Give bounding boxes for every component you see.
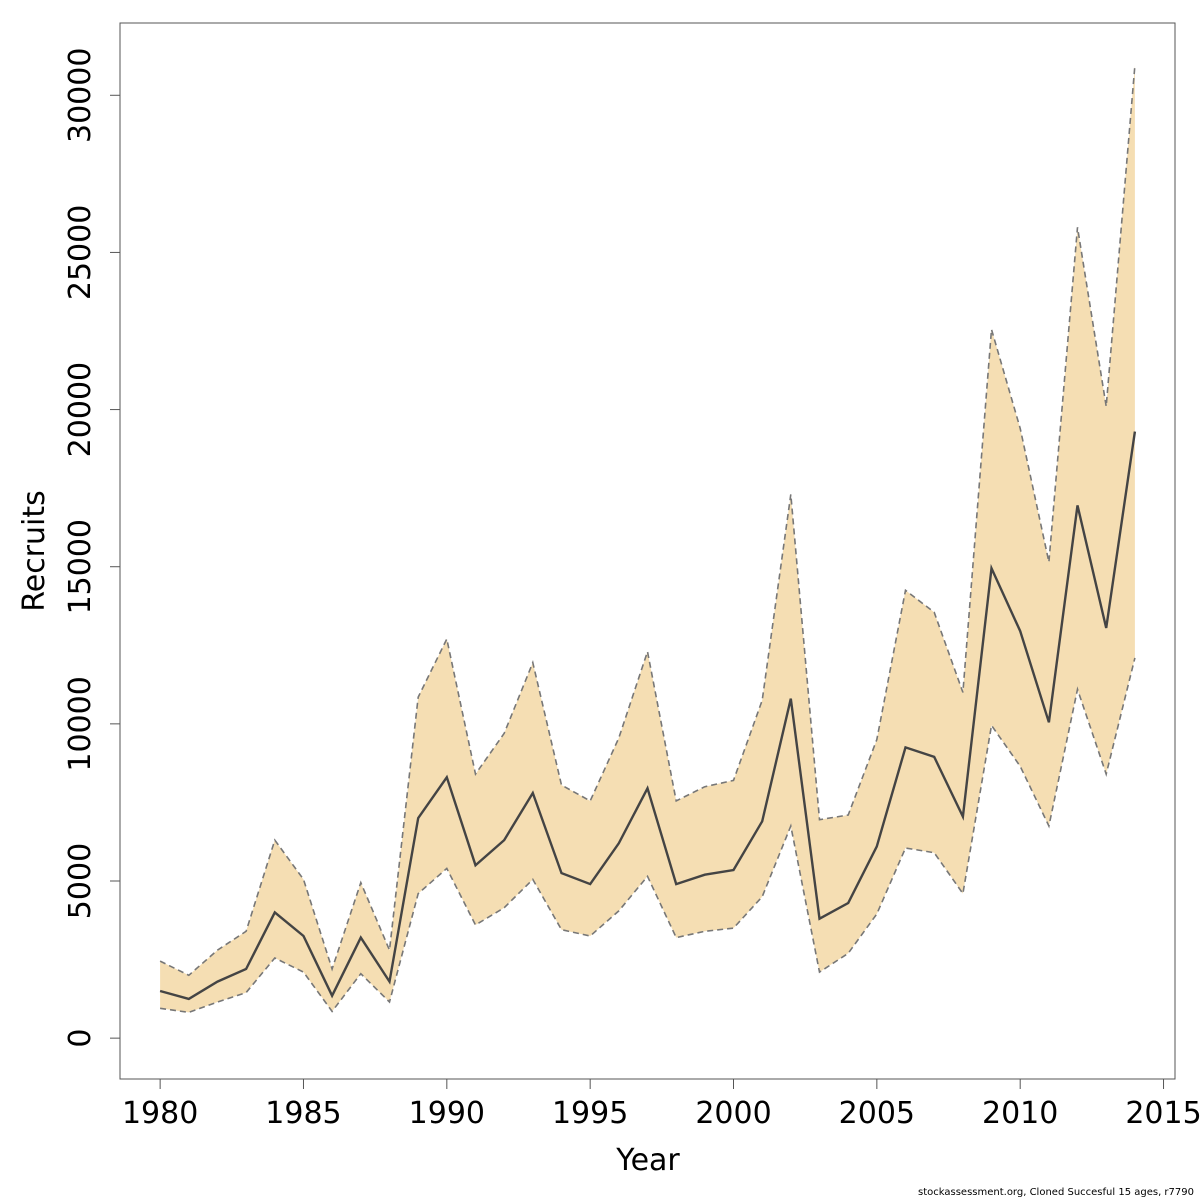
y-tick-label: 25000 (63, 205, 98, 300)
x-tick-label: 2000 (695, 1096, 771, 1131)
x-tick-label: 1990 (409, 1096, 485, 1131)
lower-bound-line (159, 657, 1136, 1014)
y-axis: 0 5000 10000 15000 20000 25000 30000 (63, 48, 121, 1048)
x-tick-label: 2005 (839, 1096, 915, 1131)
y-axis-title: Recruits (17, 490, 52, 612)
x-tick-label: 1980 (122, 1096, 198, 1131)
y-tick-label: 15000 (63, 519, 98, 614)
estimate-line (159, 431, 1137, 1001)
series-lines (159, 65, 1137, 1014)
x-tick-label: 2015 (1125, 1096, 1200, 1131)
x-axis: 1980 1985 1990 1995 2000 2005 2010 2015 (122, 1078, 1200, 1131)
y-tick-label: 20000 (63, 362, 98, 457)
confidence-band-area (160, 65, 1135, 1013)
x-axis-title: Year (615, 1143, 680, 1178)
y-tick-label: 10000 (63, 676, 98, 771)
footer-credit: stockassessment.org, Cloned Succesful 15… (918, 1187, 1194, 1198)
confidence-band (160, 65, 1135, 1013)
y-tick-label: 30000 (63, 48, 98, 143)
upper-bound-line (159, 65, 1136, 977)
y-tick-label: 0 (63, 1029, 98, 1048)
x-tick-label: 1985 (265, 1096, 341, 1131)
x-tick-label: 2010 (982, 1096, 1058, 1131)
x-tick-label: 1995 (552, 1096, 628, 1131)
y-tick-label: 5000 (63, 843, 98, 919)
